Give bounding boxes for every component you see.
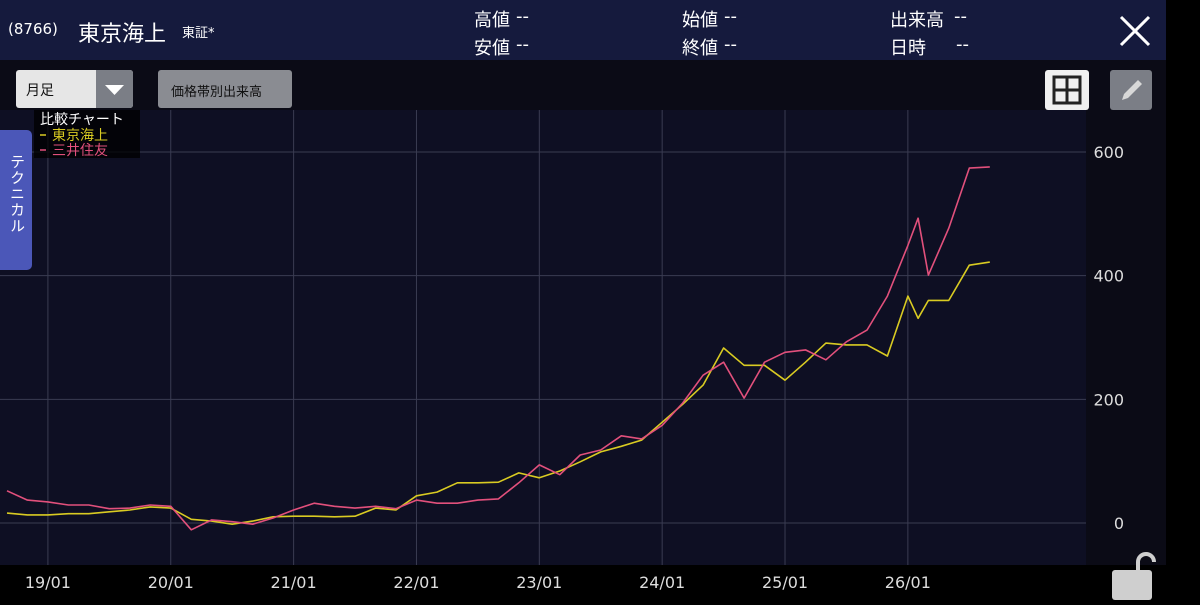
market: 東証* [182,26,215,41]
plot-background [0,110,1086,565]
stat-value: -- [516,6,529,27]
stat-value: -- [956,34,969,55]
layout-button[interactable] [1045,70,1089,110]
dropdown-arrow [96,70,133,108]
grid [0,110,1086,565]
volume-label: 価格帯別出来高 [171,85,263,100]
stat-label: 高値 [474,10,510,31]
legend-entry: 東京海上 [52,128,108,144]
side-tab-label: テクニカル [8,154,26,234]
stock-code: (8766) [8,20,58,38]
stat-label: 始値 [682,10,718,31]
stat-value: -- [516,34,529,55]
axis-background [1086,110,1166,565]
y-tick-label: 200 [1093,390,1124,409]
legend-title: 比較チャート [40,112,124,128]
stat-value: -- [724,34,737,55]
header: (8766) 東京海上 東証* 高値 -- 安値 -- 始値 -- 終値 -- … [0,0,1166,60]
y-tick-label: 400 [1093,267,1124,286]
stat-value: -- [954,6,967,27]
legend-background [34,110,140,158]
x-tick-label: 22/01 [393,573,439,592]
side-tab[interactable]: テクニカル [0,130,32,270]
toolbar: 月足 価格帯別出来高 [0,60,1166,110]
x-tick-label: 21/01 [271,573,317,592]
x-tick-label: 24/01 [639,573,685,592]
y-tick-label: 0 [1114,514,1124,533]
x-tick-label: 25/01 [762,573,808,592]
lines [6,166,990,531]
period-select[interactable]: 月足 [16,70,133,108]
volume-button[interactable]: 価格帯別出来高 [158,70,292,108]
x-tick-label: 26/01 [885,573,931,592]
stat-label: 出来高 [890,10,944,31]
arrow-icon [105,85,124,95]
close-button[interactable] [1118,14,1152,48]
y-tick-label: 600 [1093,143,1124,162]
stat-label: 日時 [890,38,926,59]
x-tick-label: 20/01 [148,573,194,592]
stat-label: 終値 [682,38,718,59]
x-tick-label: 23/01 [516,573,562,592]
stat-label: 安値 [474,38,510,59]
draw-button[interactable] [1110,70,1152,110]
lock-icon[interactable] [1108,552,1156,602]
x-tick-label: 19/01 [25,573,71,592]
period-label: 月足 [26,83,54,99]
stock-name: 東京海上 [78,22,167,47]
axes: 0 200 400 600 19/01 20/01 21/01 22/01 23/01 24/01… [25,143,1124,592]
x-axis-background [0,565,1166,605]
legend-entry: 三井住友 [52,143,108,159]
series-line [6,166,990,531]
stat-value: -- [724,6,737,27]
